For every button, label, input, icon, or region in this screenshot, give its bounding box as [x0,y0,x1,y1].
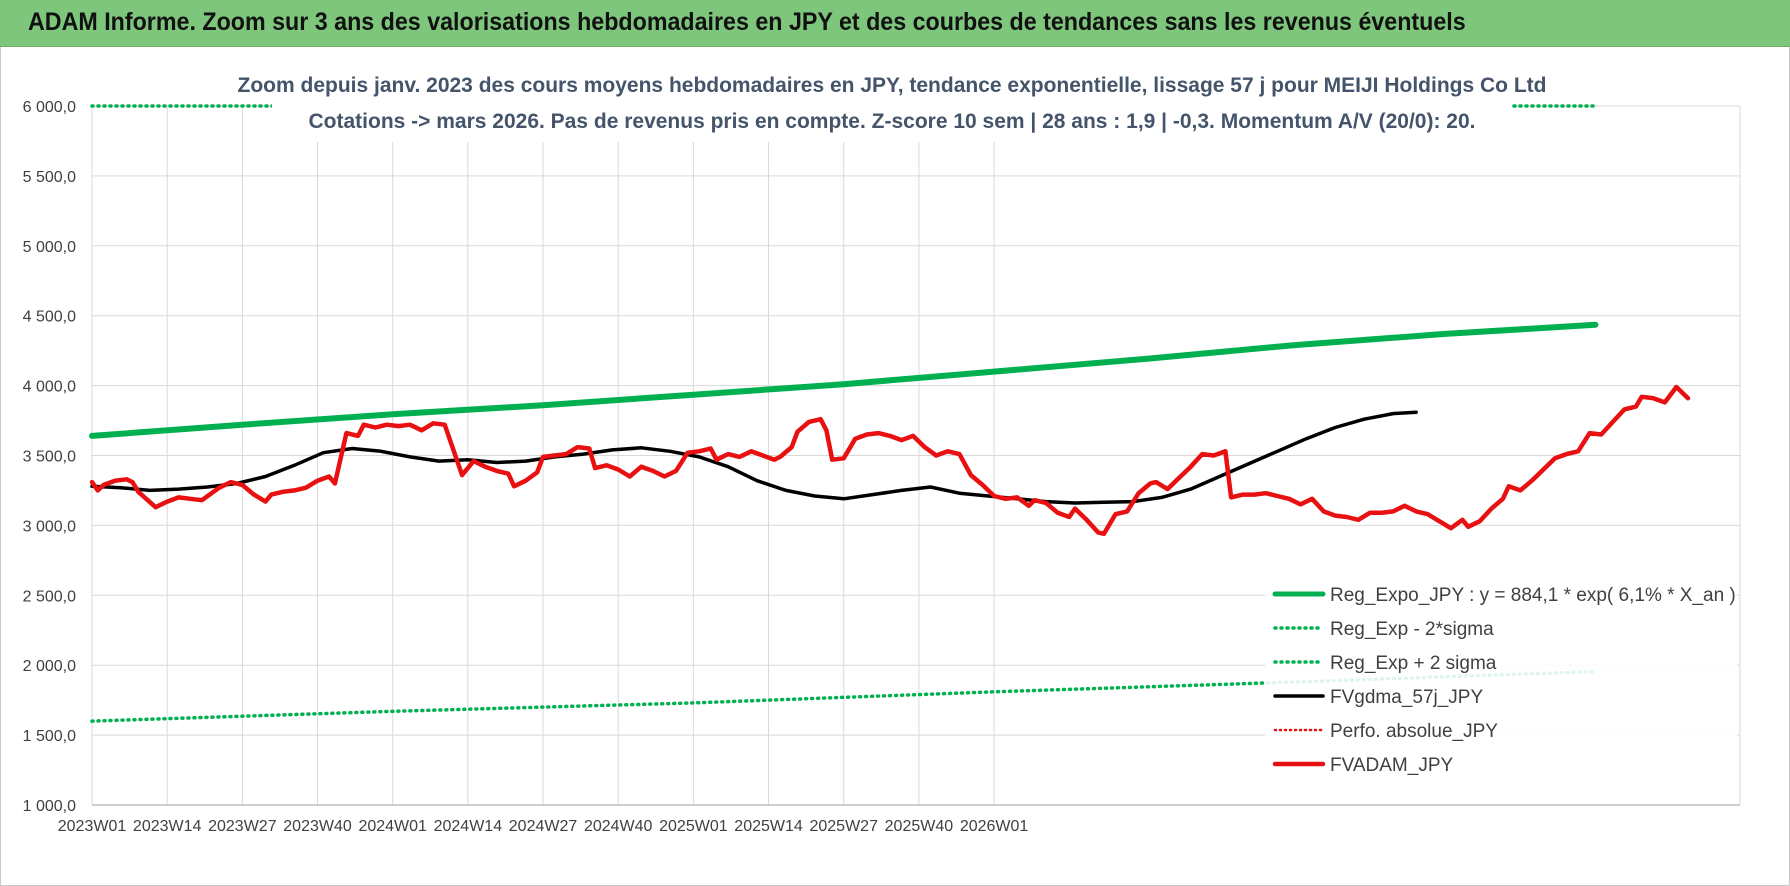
x-tick-label: 2025W14 [734,818,803,835]
subtitle-background [272,70,1512,142]
x-tick-label: 2023W27 [208,818,277,835]
chart-subtitle-line2: Cotations -> mars 2026. Pas de revenus p… [309,110,1476,133]
y-tick-label: 5 000,0 [23,239,76,256]
title-banner: ADAM Informe. Zoom sur 3 ans des valoris… [0,0,1790,47]
series-fvadam [89,384,1691,537]
legend-label: FVADAM_JPY [1330,755,1454,776]
x-tick-label: 2023W01 [58,818,127,835]
legend-label: Reg_Exp - 2*sigma [1330,619,1494,640]
report-title: ADAM Informe. Zoom sur 3 ans des valoris… [28,8,1466,36]
y-tick-label: 2 000,0 [23,658,76,675]
y-tick-label: 3 000,0 [23,518,76,535]
y-tick-label: 6 000,0 [23,99,76,116]
legend: Reg_Expo_JPY : y = 884,1 * exp( 6,1% * X… [1265,572,1737,782]
y-tick-label: 5 500,0 [23,169,76,186]
x-tick-label: 2025W40 [885,818,954,835]
axes: 1 000,0 1 500,0 2 000,0 2 500,0 3 000,0 3 500… [23,99,1740,835]
y-tick-label: 3 500,0 [23,449,76,466]
legend-label: Perfo. absolue_JPY [1330,721,1498,742]
x-tick-label: 2025W01 [659,818,728,835]
legend-background [1265,572,1737,782]
x-tick-label: 2024W14 [434,818,503,835]
x-tick-label: 2026W01 [960,818,1029,835]
series-fvgdma-57j [90,410,1418,505]
legend-label: FVgdma_57j_JPY [1330,687,1483,708]
y-tick-label: 4 500,0 [23,309,76,326]
x-tick-label: 2024W40 [584,818,653,835]
x-tick-label: 2024W01 [358,818,427,835]
series-reg-expo [89,321,1599,439]
x-tick-label: 2023W40 [283,818,352,835]
y-tick-label: 1 000,0 [23,798,76,815]
x-tick-label: 2023W14 [133,818,202,835]
y-tick-label: 4 000,0 [23,379,76,396]
x-tick-label: 2025W27 [809,818,878,835]
legend-label: Reg_Expo_JPY : y = 884,1 * exp( 6,1% * X… [1330,585,1736,606]
y-tick-label: 1 500,0 [23,728,76,745]
x-tick-label: 2024W27 [509,818,578,835]
chart-subtitle-line1: Zoom depuis janv. 2023 des cours moyens … [238,74,1547,97]
y-tick-label: 2 500,0 [23,588,76,605]
legend-label: Reg_Exp + 2 sigma [1330,653,1497,674]
